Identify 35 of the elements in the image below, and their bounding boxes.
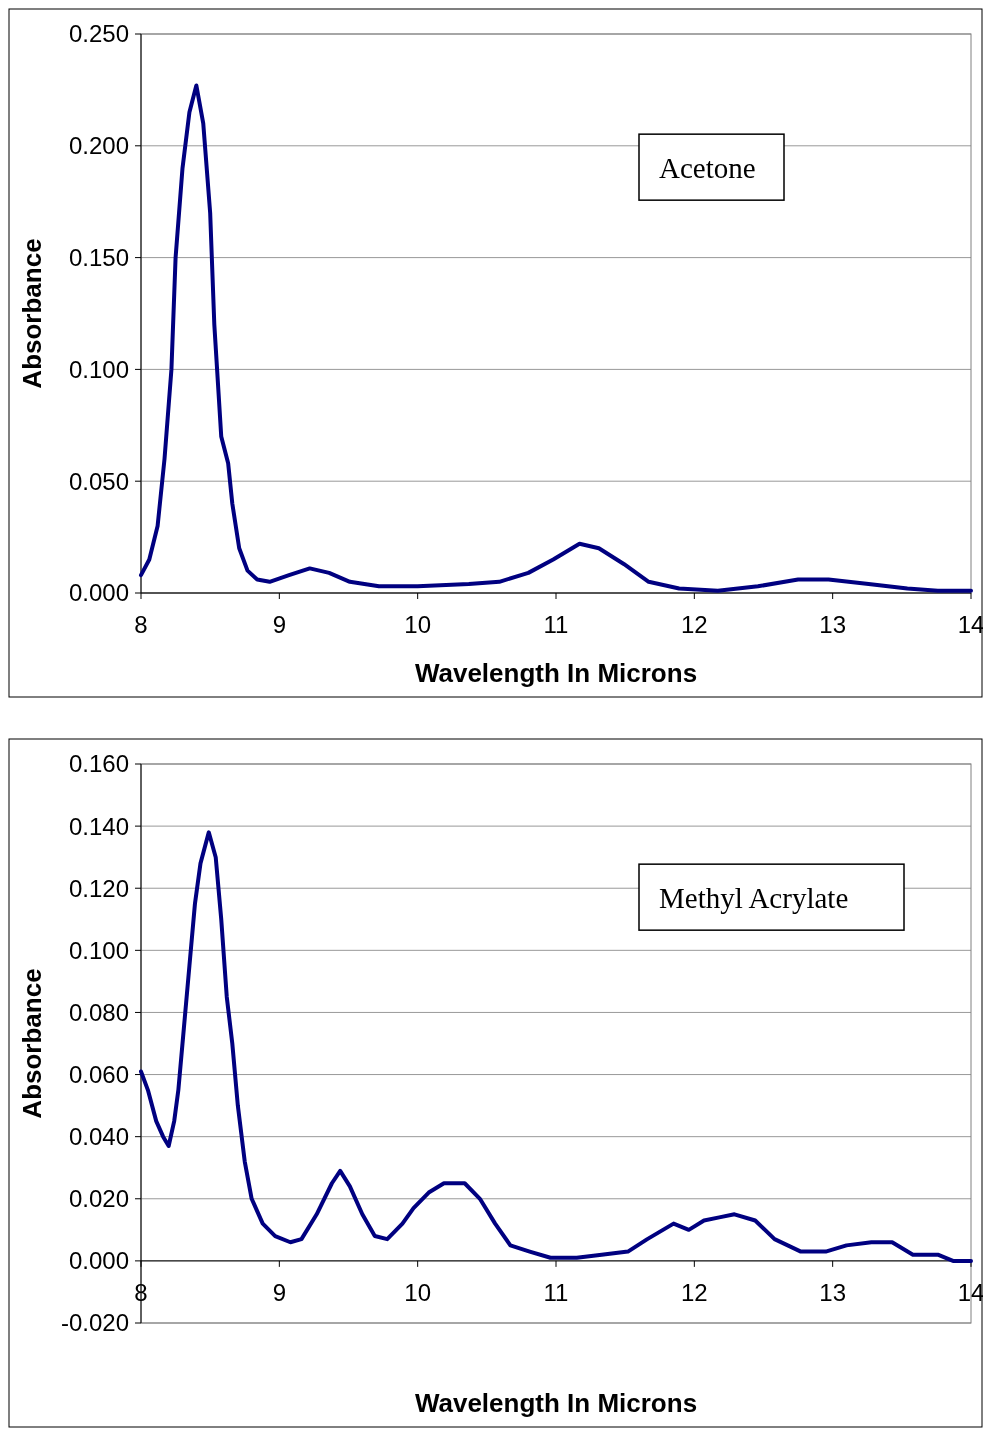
x-tick-label: 9 bbox=[272, 1278, 287, 1306]
y-tick-label: 0.020 bbox=[68, 1185, 129, 1213]
y-axis-title: Absorbance bbox=[17, 238, 47, 389]
y-tick-label: 0.250 bbox=[68, 20, 129, 48]
x-tick-label: 14 bbox=[957, 1278, 985, 1306]
x-tick-label: 14 bbox=[957, 611, 985, 638]
y-tick-label: 0.150 bbox=[68, 244, 129, 271]
y-tick-label: 0.000 bbox=[68, 1247, 129, 1275]
y-tick-label: 0.080 bbox=[68, 998, 129, 1026]
x-tick-label: 12 bbox=[680, 611, 708, 638]
x-tick-label: 10 bbox=[404, 611, 432, 638]
x-tick-label: 8 bbox=[134, 611, 148, 638]
x-tick-label: 13 bbox=[819, 1278, 847, 1306]
y-tick-label: 0.140 bbox=[68, 812, 129, 840]
x-tick-label: 11 bbox=[543, 611, 569, 638]
y-tick-label: 0.040 bbox=[68, 1123, 129, 1151]
y-tick-label: 0.160 bbox=[68, 750, 129, 778]
annotation: Acetone bbox=[659, 152, 756, 185]
annotation: Methyl Acrylate bbox=[659, 882, 849, 915]
y-tick-label: 0.200 bbox=[68, 132, 129, 160]
x-tick-label: 9 bbox=[272, 611, 287, 638]
x-tick-label: 12 bbox=[680, 1278, 708, 1306]
y-tick-label: 0.000 bbox=[68, 579, 129, 607]
x-axis-title: Wavelength In Microns bbox=[414, 1388, 698, 1418]
y-tick-label: 0.100 bbox=[68, 936, 129, 964]
x-tick-label: 10 bbox=[404, 1278, 432, 1306]
y-tick-label: 0.050 bbox=[68, 467, 129, 495]
x-tick-label: 13 bbox=[819, 611, 847, 638]
y-axis-title: Absorbance bbox=[17, 968, 47, 1119]
y-tick-label: 0.100 bbox=[68, 355, 129, 383]
y-tick-label: -0.020 bbox=[60, 1309, 129, 1337]
x-axis-title: Wavelength In Microns bbox=[414, 658, 698, 688]
y-tick-label: 0.120 bbox=[68, 874, 129, 902]
x-tick-label: 11 bbox=[543, 1278, 569, 1306]
y-tick-label: 0.060 bbox=[68, 1060, 129, 1088]
